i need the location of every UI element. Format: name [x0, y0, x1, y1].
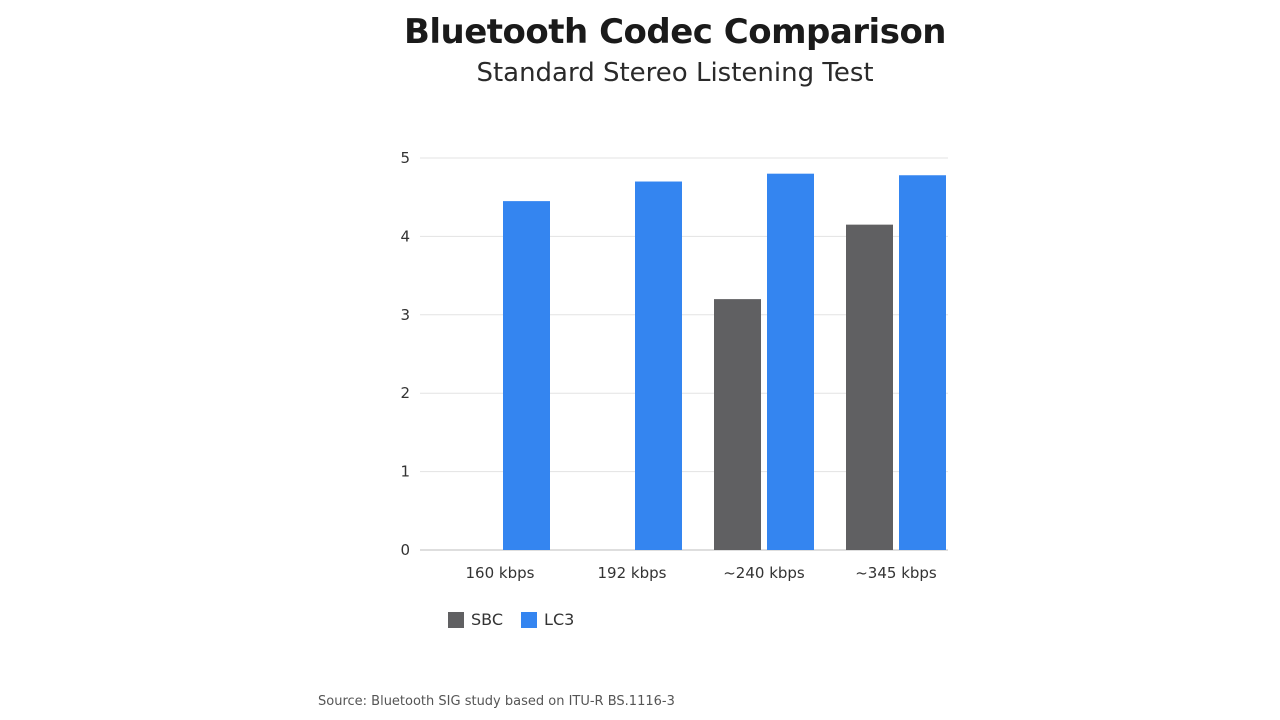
x-tick-label: 160 kbps	[466, 564, 535, 582]
x-tick-label: ~240 kbps	[723, 564, 805, 582]
legend-label-sbc: SBC	[471, 610, 504, 629]
y-tick-label: 0	[400, 541, 410, 559]
legend-item-lc3: LC3	[521, 610, 574, 629]
chart-subtitle: Standard Stereo Listening Test	[476, 58, 874, 88]
legend-item-sbc: SBC	[448, 610, 503, 629]
chart-title: Bluetooth Codec Comparison	[403, 12, 947, 52]
bar-lc3-192-kbps	[635, 181, 682, 550]
bar-lc3--345-kbps	[899, 175, 946, 551]
y-tick-label: 1	[400, 463, 410, 481]
bars	[503, 173, 946, 551]
legend: SBC LC3	[448, 610, 592, 629]
bar-lc3--240-kbps	[767, 173, 814, 550]
x-tick-label: 192 kbps	[598, 564, 667, 582]
source-note: Source: Bluetooth SIG study based on ITU…	[318, 694, 675, 709]
y-tick-label: 2	[400, 384, 410, 402]
x-axis-ticks: 160 kbps 192 kbps ~240 kbps ~345 kbps	[466, 564, 937, 582]
y-tick-label: 5	[400, 149, 410, 167]
y-axis-ticks: 0 1 2 3 4 5	[400, 149, 410, 559]
bar-sbc--240-kbps	[714, 299, 761, 550]
legend-swatch-lc3	[521, 611, 538, 628]
legend-swatch-sbc	[448, 611, 464, 628]
bar-sbc--345-kbps	[846, 224, 893, 550]
y-tick-label: 3	[400, 306, 410, 324]
y-tick-label: 4	[400, 227, 410, 245]
bar-lc3-160-kbps	[503, 201, 550, 550]
legend-label-lc3: LC3	[544, 610, 575, 629]
x-tick-label: ~345 kbps	[855, 564, 937, 582]
